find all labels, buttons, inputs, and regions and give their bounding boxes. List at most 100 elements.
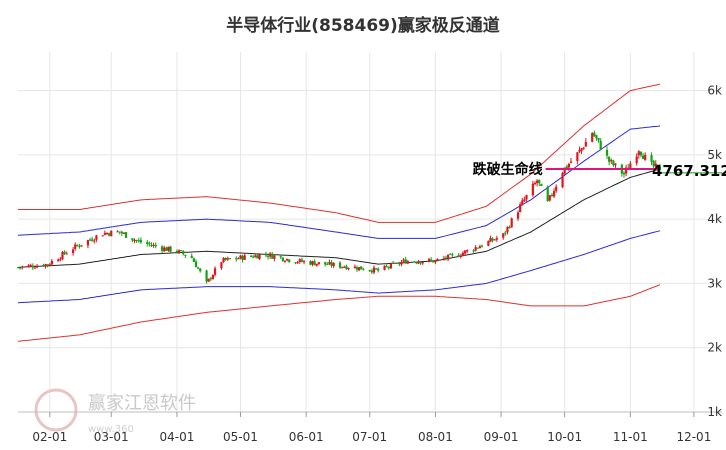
candle-body	[222, 257, 225, 263]
candle-body	[46, 264, 49, 266]
candle-body	[35, 265, 39, 268]
candle-body	[271, 253, 274, 259]
candle-body	[61, 252, 64, 260]
x-axis-ticks: 02-01 03-01 04-01 05-01 06-01 07-01 08-01 09-01…	[32, 412, 711, 444]
candle-body	[135, 240, 138, 242]
candle-body	[328, 261, 331, 265]
candle-body	[576, 152, 579, 162]
candle-body	[521, 200, 524, 205]
candle-body	[338, 262, 342, 268]
candle-body	[220, 262, 223, 269]
candle-body	[525, 195, 528, 200]
candle-body	[372, 267, 376, 273]
channel-bands	[17, 83, 661, 342]
candle-body	[91, 239, 94, 241]
candle-body	[656, 164, 659, 166]
band-inner-upper	[17, 125, 661, 239]
y-tick-label: 1k	[707, 405, 722, 419]
candle-body	[444, 257, 448, 259]
candle-body	[569, 161, 573, 163]
x-tick-label: 06-01	[289, 430, 324, 444]
candle-body	[432, 260, 435, 263]
candle-body	[374, 268, 378, 270]
candle-body	[228, 258, 231, 260]
candle-body	[360, 266, 363, 270]
candle-body	[502, 233, 505, 238]
candle-body	[599, 140, 602, 150]
candle-body	[315, 263, 318, 266]
candle-body	[489, 238, 492, 242]
candle-body	[476, 247, 479, 249]
candle-body	[377, 268, 380, 271]
candle-body	[383, 265, 386, 270]
candle-body	[256, 255, 259, 259]
candle-body	[279, 256, 282, 258]
candle-body	[362, 269, 365, 271]
candle-body	[148, 243, 151, 245]
candle-body	[385, 266, 388, 268]
candle-body	[472, 250, 475, 252]
candle-body	[160, 246, 164, 251]
candle-body	[95, 235, 98, 240]
candle-body	[194, 261, 198, 268]
candle-body	[580, 148, 583, 151]
candle-body	[139, 239, 142, 243]
candle-body	[266, 255, 270, 257]
candle-body	[93, 240, 96, 242]
candle-body	[447, 254, 450, 260]
candle-body	[341, 266, 344, 268]
candle-body	[283, 261, 287, 263]
candle-body	[402, 259, 405, 262]
candle-body	[343, 266, 346, 268]
candle-body	[110, 230, 113, 237]
candle-body	[180, 250, 183, 252]
candle-body	[165, 247, 168, 251]
candle-body	[516, 212, 520, 219]
candle-body	[538, 179, 541, 184]
candle-body	[478, 246, 482, 249]
candle-body	[368, 270, 371, 272]
candle-body	[213, 268, 217, 275]
candle-body	[74, 244, 77, 249]
candle-body	[190, 255, 193, 258]
candle-body	[63, 251, 66, 254]
candle-body	[243, 255, 246, 260]
candle-body	[118, 231, 121, 233]
candle-body	[31, 265, 34, 268]
candle-body	[101, 235, 104, 237]
candle-body	[641, 155, 645, 160]
candle-body	[175, 251, 179, 253]
candle-body	[152, 244, 155, 246]
candle-body	[249, 255, 253, 257]
candle-body	[167, 246, 170, 251]
last-price-label: 4767.3128	[652, 162, 726, 180]
candle-body	[355, 267, 359, 270]
candle-body	[370, 270, 373, 273]
candle-body	[169, 246, 172, 252]
candle-body	[523, 199, 526, 202]
candle-body	[652, 160, 655, 167]
candle-body	[86, 240, 90, 246]
candle-body	[224, 257, 227, 260]
candle-body	[637, 151, 640, 156]
candle-body	[105, 233, 109, 235]
candle-body	[584, 141, 587, 147]
candle-body	[608, 156, 611, 162]
x-tick-label: 03-01	[94, 430, 129, 444]
band-outer-lower	[17, 284, 661, 342]
candle-body	[302, 261, 306, 263]
candle-body	[404, 259, 407, 264]
x-tick-label: 10-01	[547, 430, 582, 444]
candle-body	[116, 231, 119, 233]
candle-body	[294, 262, 297, 264]
x-tick-label: 08-01	[418, 430, 453, 444]
candle-body	[567, 163, 570, 168]
x-tick-label: 05-01	[223, 430, 258, 444]
watermark-logo-icon	[34, 388, 78, 432]
candle-body	[345, 266, 348, 270]
x-tick-label: 12-01	[676, 430, 711, 444]
candle-body	[133, 239, 136, 241]
candle-body	[42, 265, 45, 267]
candle-body	[417, 261, 420, 264]
